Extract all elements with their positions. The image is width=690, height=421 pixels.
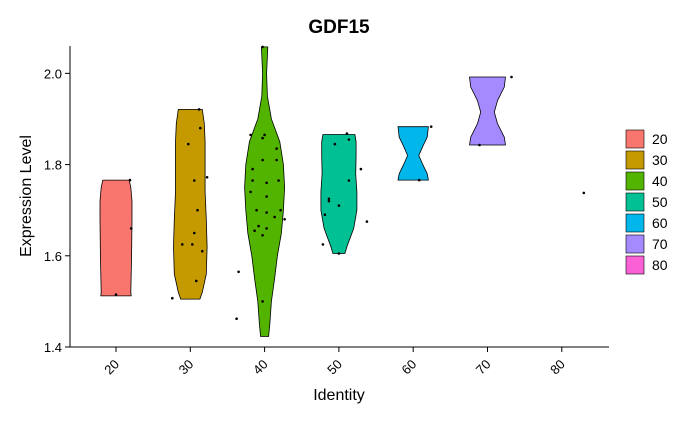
data-point-50-10 [321,243,325,246]
data-point-50-7 [337,204,341,207]
x-tick-label-30: 30 [176,357,197,378]
data-point-40-8 [251,179,254,182]
x-tick-label-40: 40 [250,357,271,378]
y-tick-label-1.8: 1.8 [44,158,62,173]
data-point-40-11 [249,190,252,194]
data-point-60-0 [429,125,433,128]
data-point-30-9 [201,249,204,253]
data-point-20-2 [114,293,118,296]
legend-label-50: 50 [652,194,668,210]
data-point-40-13 [265,195,268,198]
x-axis-title: Identity [313,387,365,404]
legend-label-40: 40 [652,173,668,189]
legend-label-20: 20 [652,131,668,147]
legend-key-80 [625,255,645,275]
data-point-50-5 [327,197,331,201]
chart-title: GDF15 [308,17,370,38]
data-point-30-10 [195,279,198,283]
x-tick-label-70: 70 [473,357,494,378]
y-axis: 1.4 1.6 1.8 2.0 [44,46,71,355]
data-point-30-5 [196,208,199,212]
data-point-40-24 [235,317,238,321]
legend-key-60 [625,213,645,233]
legend-label-30: 30 [652,152,668,168]
legend-key-70 [625,234,645,254]
data-point-50-9 [365,220,369,223]
data-point-50-4 [347,179,351,182]
data-point-30-7 [181,243,184,246]
data-point-70-1 [478,143,481,147]
data-point-40-1 [263,133,266,137]
legend-key-30 [625,150,645,170]
violin-layer [99,46,506,337]
y-axis-title: Expression Level [18,135,35,257]
data-point-40-3 [249,133,252,137]
legend: 20 30 40 50 60 70 80 [625,129,668,275]
data-point-40-20 [265,227,268,230]
data-point-30-0 [197,108,201,111]
legend-label-70: 70 [652,236,668,252]
data-point-20-0 [128,178,132,182]
data-point-30-1 [199,126,202,130]
data-point-40-23 [261,300,264,303]
data-point-30-3 [193,179,196,182]
violin-30 [173,109,208,300]
data-point-40-16 [273,215,276,219]
violin-60 [397,126,429,181]
legend-label-60: 60 [652,215,668,231]
y-tick-label-1.6: 1.6 [44,249,62,264]
data-point-40-6 [275,158,278,162]
data-point-30-6 [193,231,196,235]
data-point-40-9 [265,181,268,185]
violin-50 [320,134,358,254]
data-point-40-22 [237,270,240,274]
data-point-40-17 [283,218,286,221]
data-point-40-21 [261,234,264,237]
data-point-40-19 [253,229,256,232]
data-point-40-7 [251,167,254,171]
data-point-40-10 [277,179,280,182]
data-point-20-1 [129,227,133,230]
x-axis: 20 30 40 50 60 70 80 [70,346,609,378]
data-point-40-14 [279,208,282,212]
data-point-40-5 [261,158,264,162]
data-point-50-1 [347,138,351,141]
data-point-40-0 [261,45,264,49]
violin-70 [469,76,506,146]
data-point-50-3 [359,167,363,171]
data-point-50-8 [323,213,327,216]
data-point-30-2 [187,142,190,146]
legend-key-50 [625,192,645,212]
points-layer [114,45,586,321]
data-point-40-2 [261,136,264,140]
x-tick-label-60: 60 [398,357,419,378]
legend-key-20 [625,129,645,149]
x-tick-label-20: 20 [101,357,122,378]
data-point-50-6 [327,199,331,203]
data-point-40-18 [257,224,260,228]
data-point-30-8 [191,243,194,246]
data-point-30-4 [205,176,209,179]
data-point-30-11 [171,296,174,300]
data-point-80-0 [582,191,586,195]
legend-key-40 [625,171,645,191]
data-point-40-4 [275,147,278,150]
y-tick-label-1.4: 1.4 [44,340,62,355]
data-point-50-0 [345,132,349,135]
x-tick-label-80: 80 [547,357,568,378]
data-point-70-0 [510,75,513,79]
x-tick-label-50: 50 [324,357,345,378]
data-point-50-2 [333,142,337,146]
data-point-40-15 [265,211,268,214]
y-tick-label-2.0: 2.0 [44,66,62,81]
violin-20 [99,179,133,297]
data-point-50-11 [337,252,341,255]
legend-label-80: 80 [652,257,668,273]
data-point-40-12 [255,208,258,212]
data-point-60-1 [417,178,421,182]
